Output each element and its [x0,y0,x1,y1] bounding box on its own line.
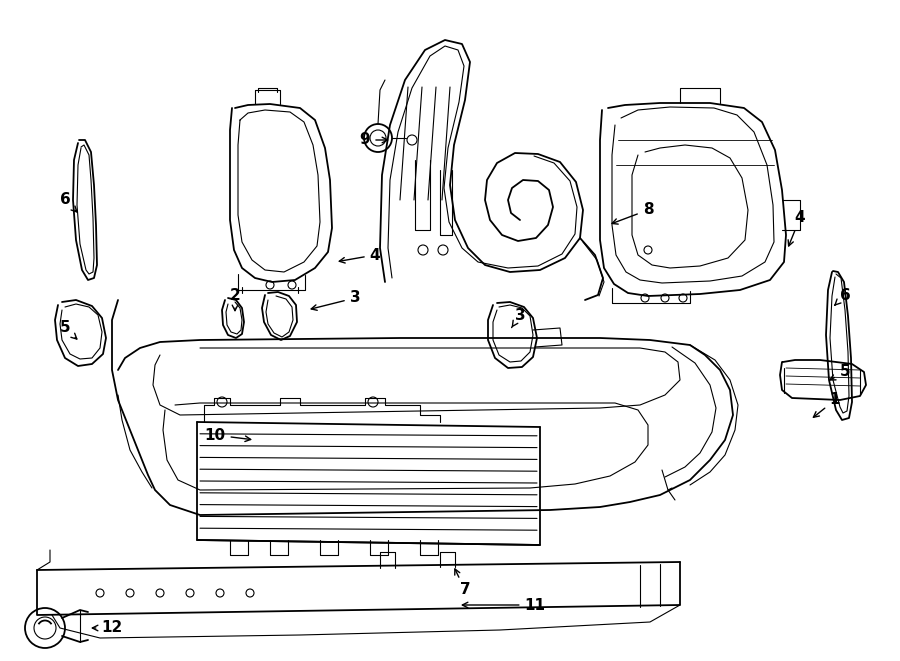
Text: 11: 11 [463,598,545,613]
Text: 10: 10 [204,428,251,442]
Text: 7: 7 [454,569,471,598]
Text: 1: 1 [814,393,841,417]
Text: 3: 3 [311,290,360,310]
Text: 2: 2 [230,288,240,311]
Text: 6: 6 [834,288,850,305]
Text: 6: 6 [59,192,76,212]
Text: 5: 5 [59,321,76,339]
Text: 3: 3 [511,307,526,328]
Text: 9: 9 [360,132,388,147]
Text: 8: 8 [612,202,653,224]
Text: 4: 4 [788,210,806,246]
Text: 5: 5 [830,364,850,380]
Text: 12: 12 [93,621,122,635]
Text: 4: 4 [339,247,381,263]
